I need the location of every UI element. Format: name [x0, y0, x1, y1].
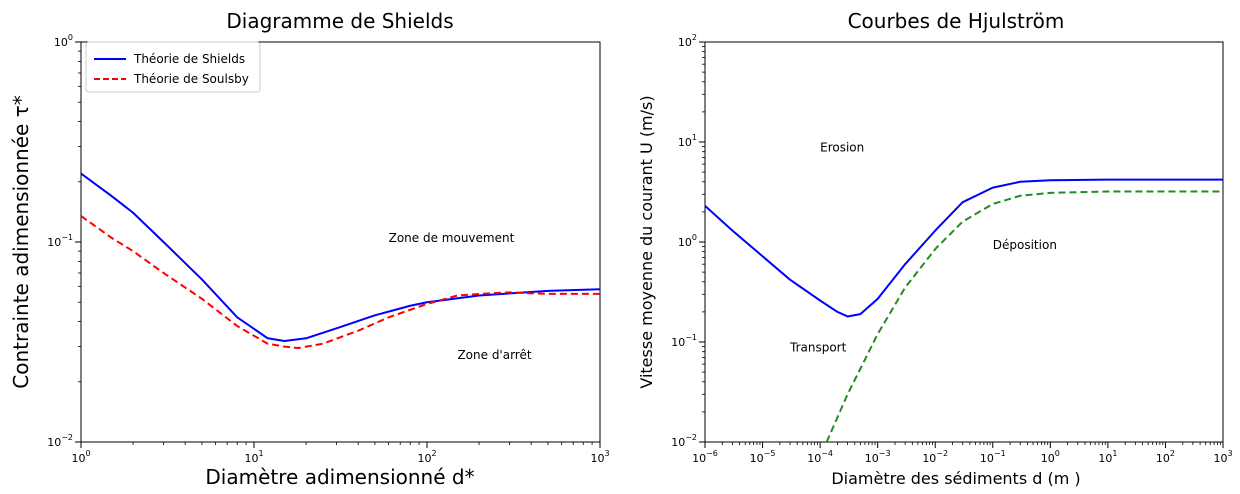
legend-label-soulsby: Théorie de Soulsby [133, 72, 249, 86]
hjulstrom-chart: Courbes de Hjulström 10−6 10−5 10−4 10−3 10−… [637, 9, 1233, 488]
plot-frame [80, 41, 601, 443]
chart-title: Diagramme de Shields [226, 9, 453, 33]
annotation-label: Zone de mouvement [389, 231, 515, 245]
shields-chart: Diagramme de Shields 100 101 102 103 10−2 10−… [9, 9, 610, 489]
x-axis-label: Diamètre des sédiments d (m ) [831, 469, 1080, 488]
x-tick-label: 10−1 [980, 449, 1006, 465]
y-axis-label: Vitesse moyenne du courant U (m/s) [637, 95, 656, 388]
y-tick-label: 100 [678, 233, 697, 249]
x-tick-label: 10−5 [750, 449, 776, 465]
series-line-0 [705, 178, 1223, 318]
legend: Théorie de Shields Théorie de Soulsby [85, 41, 261, 93]
plot-area: 100 101 102 103 10−2 10−1 100 Zone de mouvement… [47, 33, 609, 465]
x-tick-label: 10−3 [865, 449, 891, 465]
series-line-1 [825, 190, 1223, 442]
x-tick-label: 10−4 [807, 449, 833, 465]
annotation-label: Transport [789, 341, 847, 355]
annotation-label: Déposition [993, 238, 1057, 252]
x-tick-label: 10−6 [692, 449, 718, 465]
series-line-1 [81, 215, 600, 350]
series-line-0 [81, 172, 600, 342]
y-tick-label: 10−2 [671, 433, 697, 449]
x-axis-label: Diamètre adimensionné d* [205, 465, 474, 489]
x-tick-label: 101 [244, 449, 263, 465]
y-tick-label: 10−1 [47, 233, 73, 249]
x-tick-label: 100 [71, 449, 90, 465]
x-tick-label: 103 [590, 449, 609, 465]
x-tick-label: 103 [1213, 449, 1232, 465]
legend-label-shields: Théorie de Shields [133, 52, 245, 66]
legend-frame [85, 41, 261, 93]
plot-frame [704, 41, 1224, 443]
y-tick-label: 101 [678, 133, 697, 149]
plot-area: 10−6 10−5 10−4 10−3 10−2 10−1 100 101 102 103 10−2… [671, 33, 1232, 465]
x-tick-label: 100 [1041, 449, 1060, 465]
y-tick-label: 10−2 [47, 433, 73, 449]
annotation-label: Erosion [820, 141, 864, 155]
y-tick-label: 10−1 [671, 333, 697, 349]
x-tick-label: 102 [417, 449, 436, 465]
x-tick-label: 102 [1156, 449, 1175, 465]
y-tick-label: 102 [678, 33, 697, 49]
x-tick-label: 10−2 [922, 449, 948, 465]
annotation-label: Zone d'arrêt [457, 348, 531, 362]
y-tick-label: 100 [54, 33, 73, 49]
y-axis-label: Contrainte adimensionnée τ* [9, 95, 33, 388]
x-tick-label: 101 [1098, 449, 1117, 465]
chart-title: Courbes de Hjulström [848, 9, 1065, 33]
